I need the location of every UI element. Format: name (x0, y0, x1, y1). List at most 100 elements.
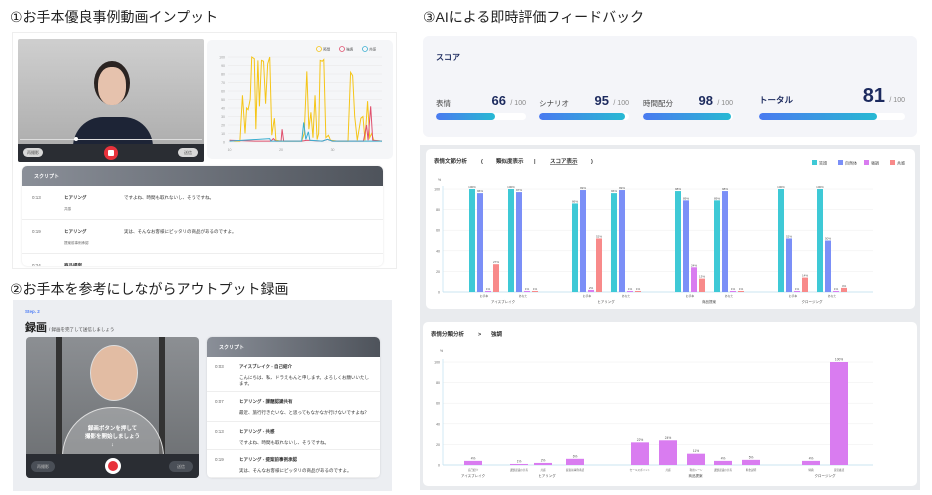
chart-title-toggle_open: ( (481, 159, 483, 165)
legend-swatch (890, 160, 895, 165)
overlay-line-1: 録画ボタンを押して (87, 426, 138, 432)
y-tick-label: 10 (221, 132, 225, 136)
data-label: 98% (675, 187, 681, 191)
score-max: / 100 (717, 100, 733, 107)
bar (841, 287, 847, 292)
bar-label: 課題認識の共有 (714, 468, 733, 472)
score-bar-fill (643, 113, 732, 120)
total-max: / 100 (889, 97, 905, 104)
chart-title-toggle_sep: | (534, 159, 536, 165)
overlay-line-2: 撮影を開始しましょう (84, 434, 140, 440)
face-icon (362, 46, 368, 52)
data-label: 1% (525, 287, 530, 291)
script-row[interactable]: 0:19 ヒアリング 提案前事例承認 実は、そんなお客様にピッタリの商品があるので… (22, 220, 383, 254)
seek-handle[interactable] (74, 137, 78, 141)
y-tick-label: 100 (434, 361, 440, 365)
y-tick-label: 90 (221, 64, 225, 68)
record-panel: Step. 2 録画 / 録画を完了して送信しましょう 録画ボタンを押して 撮影… (13, 300, 392, 491)
send-button[interactable]: 送信 (178, 148, 198, 157)
series-line-2 (229, 122, 382, 142)
y-tick-label: 20 (436, 443, 440, 447)
row-time: 0:03 (215, 364, 224, 369)
y-tick-label: 80 (436, 208, 440, 212)
subcategory-label: あなた (828, 294, 837, 298)
subcategory-label: あなた (725, 294, 734, 298)
subcategory-label: お手本 (480, 294, 489, 298)
score-bar-fill (436, 113, 496, 120)
background-pillar (159, 337, 165, 457)
y-tick-label: 20 (436, 270, 440, 274)
legend-label: 笑顔 (323, 47, 331, 52)
stop-button[interactable] (104, 146, 118, 160)
expression-phrase-bar-chart: 表情文節分析 (類似度表示 | スコア表示) 笑顔 自然体 強調 共感% 0 20 40 60 80 10… (433, 157, 905, 304)
row-scene: 商品提案 (64, 263, 82, 266)
data-label: 100% (507, 185, 515, 189)
input-panel: 再撮影 送信 0 10 20 30 40 50 60 70 80 90 100 10 20 30 笑顔 強調共… (12, 32, 397, 269)
category-label: 商品提案 (702, 299, 716, 304)
total-bar (759, 113, 905, 120)
data-label: 1% (739, 287, 744, 291)
y-tick-label: 80 (221, 73, 225, 77)
y-tick-label: 20 (221, 124, 225, 128)
chart-title-toggle_a[interactable]: 類似度表示 (495, 157, 524, 165)
y-tick-label: 100 (434, 188, 440, 192)
bar (566, 458, 584, 465)
script-header: スクリプト (207, 337, 380, 357)
score-bar (436, 113, 526, 120)
subcategory-label: あなた (519, 294, 528, 298)
send-button[interactable]: 送信 (169, 461, 193, 472)
retake-button[interactable]: 再撮影 (23, 148, 43, 157)
row-text: ですよね、時間も取れないし、そうですね。 (239, 440, 329, 445)
data-label: 100% (468, 185, 476, 189)
group-label: 商品提案 (689, 473, 703, 478)
data-label: 4% (809, 456, 814, 460)
model-video[interactable]: 再撮影 送信 (18, 39, 204, 162)
script-row[interactable]: 0:07 ヒアリング - 課題認識共有 最近、旅行行きたいな、と思ってもなかなか行… (207, 392, 380, 422)
y-tick-label: 60 (221, 90, 225, 94)
script-row[interactable]: 0:13 ヒアリング 共感 ですよね、時間も取れないし、そうですね。 (22, 186, 383, 220)
data-label: 4% (471, 456, 476, 460)
bar (493, 264, 499, 292)
background-pillar (56, 337, 62, 457)
y-tick-label: 80 (436, 381, 440, 385)
subcategory-label: あなた (622, 294, 631, 298)
score-value: 98 (698, 93, 713, 108)
script-row[interactable]: 0:24 商品提案 (22, 254, 383, 266)
y-tick-label: 0 (438, 291, 440, 295)
data-label: 24% (691, 263, 697, 267)
bar (691, 267, 697, 292)
score-bar (643, 113, 733, 120)
row-time: 0:07 (215, 399, 224, 404)
row-time: 0:13 (215, 429, 224, 434)
bar (802, 460, 820, 465)
row-text: こんにちは、私、ドラえもんと申します。よろしくお願いいたします。 (239, 375, 370, 386)
bar (580, 190, 586, 292)
data-label: 52% (596, 234, 602, 238)
data-label: 1% (731, 287, 736, 291)
script-row[interactable]: 0:19 ヒアリング - 提案前事例承認 実は、そんなお客様にピッタリの商品がある… (207, 450, 380, 478)
group-label: クロージング (815, 473, 836, 478)
bar (485, 290, 491, 292)
camera-preview[interactable]: 録画ボタンを押して 撮影を開始しましょう ↓ 再撮影 送信 (26, 337, 199, 478)
score-label: 時間配分 (643, 99, 673, 108)
row-time: 0:19 (32, 229, 41, 234)
record-button[interactable] (105, 458, 121, 474)
bar (687, 453, 705, 465)
face-guide-circle (90, 345, 138, 401)
bar-label: 特典 (808, 468, 814, 472)
y-axis-unit: % (440, 349, 443, 353)
chart-title-toggle_b[interactable]: スコア表示 (550, 157, 578, 165)
step-label: Step. 2 (25, 309, 40, 314)
script-row[interactable]: 0:03 アイスブレイク - 自己紹介 こんにちは、私、ドラえもんと申します。よろ… (207, 357, 380, 392)
data-label: 1% (486, 287, 491, 291)
bar (730, 290, 736, 292)
retake-button[interactable]: 再撮影 (31, 461, 55, 472)
bar (464, 460, 482, 465)
y-tick-label: 40 (436, 422, 440, 426)
y-tick-label: 70 (221, 81, 225, 85)
seek-bar[interactable] (20, 139, 202, 140)
script-row[interactable]: 0:13 ヒアリング - 共感 ですよね、時間も取れないし、そうですね。 (207, 422, 380, 450)
bar (699, 278, 705, 292)
